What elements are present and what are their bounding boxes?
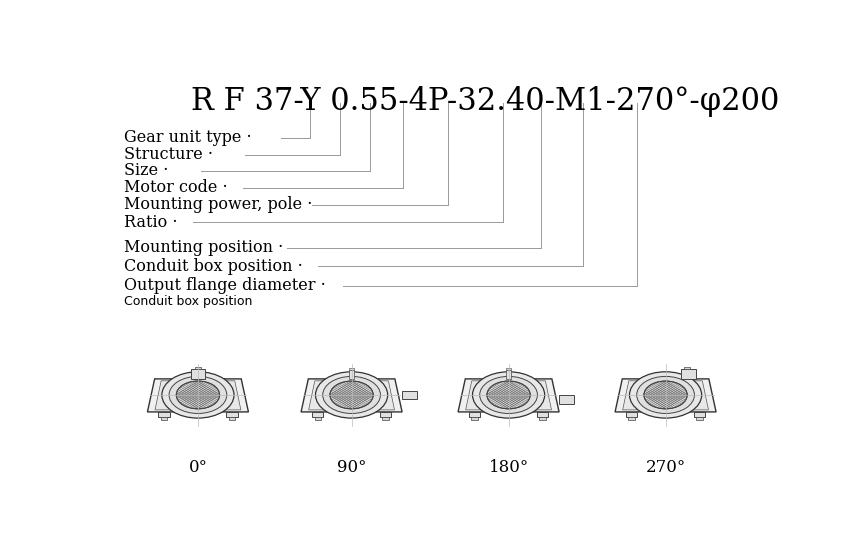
Circle shape bbox=[162, 372, 233, 418]
Bar bbox=[312, 412, 323, 417]
Text: Mounting position ·: Mounting position · bbox=[124, 240, 283, 256]
Text: Output flange diameter ·: Output flange diameter · bbox=[124, 277, 325, 294]
Bar bbox=[536, 412, 548, 417]
Bar bbox=[158, 412, 170, 417]
Text: Mounting power, pole ·: Mounting power, pole · bbox=[124, 197, 313, 213]
Text: 270°: 270° bbox=[645, 460, 684, 476]
Polygon shape bbox=[308, 381, 394, 410]
Polygon shape bbox=[300, 379, 401, 412]
Text: 0°: 0° bbox=[189, 460, 208, 476]
Text: Ratio ·: Ratio · bbox=[124, 213, 177, 231]
Circle shape bbox=[486, 381, 530, 409]
Circle shape bbox=[330, 381, 373, 409]
Text: Gear unit type ·: Gear unit type · bbox=[124, 129, 251, 146]
Bar bbox=[191, 369, 204, 379]
Circle shape bbox=[636, 377, 694, 413]
Bar bbox=[468, 412, 480, 417]
Text: Motor code ·: Motor code · bbox=[124, 179, 228, 196]
Bar bbox=[314, 417, 320, 419]
Circle shape bbox=[169, 377, 226, 413]
Polygon shape bbox=[465, 381, 551, 410]
Bar bbox=[161, 417, 167, 419]
Circle shape bbox=[480, 377, 536, 413]
Text: Structure ·: Structure · bbox=[124, 146, 214, 163]
Bar bbox=[559, 395, 573, 404]
Bar bbox=[349, 368, 354, 370]
Circle shape bbox=[177, 381, 220, 409]
Bar bbox=[539, 417, 545, 419]
Bar bbox=[505, 368, 511, 370]
Circle shape bbox=[472, 372, 544, 418]
Circle shape bbox=[315, 372, 387, 418]
Polygon shape bbox=[457, 379, 559, 412]
Text: 90°: 90° bbox=[337, 460, 366, 476]
Bar bbox=[680, 369, 695, 379]
Bar bbox=[195, 367, 201, 369]
Polygon shape bbox=[622, 381, 708, 410]
Bar bbox=[228, 417, 235, 419]
Text: 180°: 180° bbox=[488, 460, 528, 476]
Bar bbox=[226, 412, 238, 417]
Text: Conduit box position ·: Conduit box position · bbox=[124, 258, 303, 275]
Bar bbox=[693, 412, 704, 417]
Bar bbox=[382, 417, 388, 419]
Bar bbox=[401, 390, 417, 399]
Polygon shape bbox=[615, 379, 715, 412]
Polygon shape bbox=[155, 381, 240, 410]
Circle shape bbox=[629, 372, 701, 418]
Bar bbox=[505, 370, 511, 379]
Bar bbox=[684, 367, 689, 369]
Bar bbox=[625, 412, 636, 417]
Bar bbox=[380, 412, 391, 417]
Circle shape bbox=[322, 377, 380, 413]
Bar bbox=[471, 417, 477, 419]
Bar bbox=[349, 370, 354, 379]
Bar bbox=[628, 417, 634, 419]
Text: Conduit box position: Conduit box position bbox=[124, 295, 252, 309]
Text: R F 37-Y 0.55-4P-32.40-M1-270°-φ200: R F 37-Y 0.55-4P-32.40-M1-270°-φ200 bbox=[191, 86, 778, 117]
Bar bbox=[696, 417, 702, 419]
Circle shape bbox=[643, 381, 686, 409]
Text: Size ·: Size · bbox=[124, 162, 169, 179]
Polygon shape bbox=[147, 379, 248, 412]
